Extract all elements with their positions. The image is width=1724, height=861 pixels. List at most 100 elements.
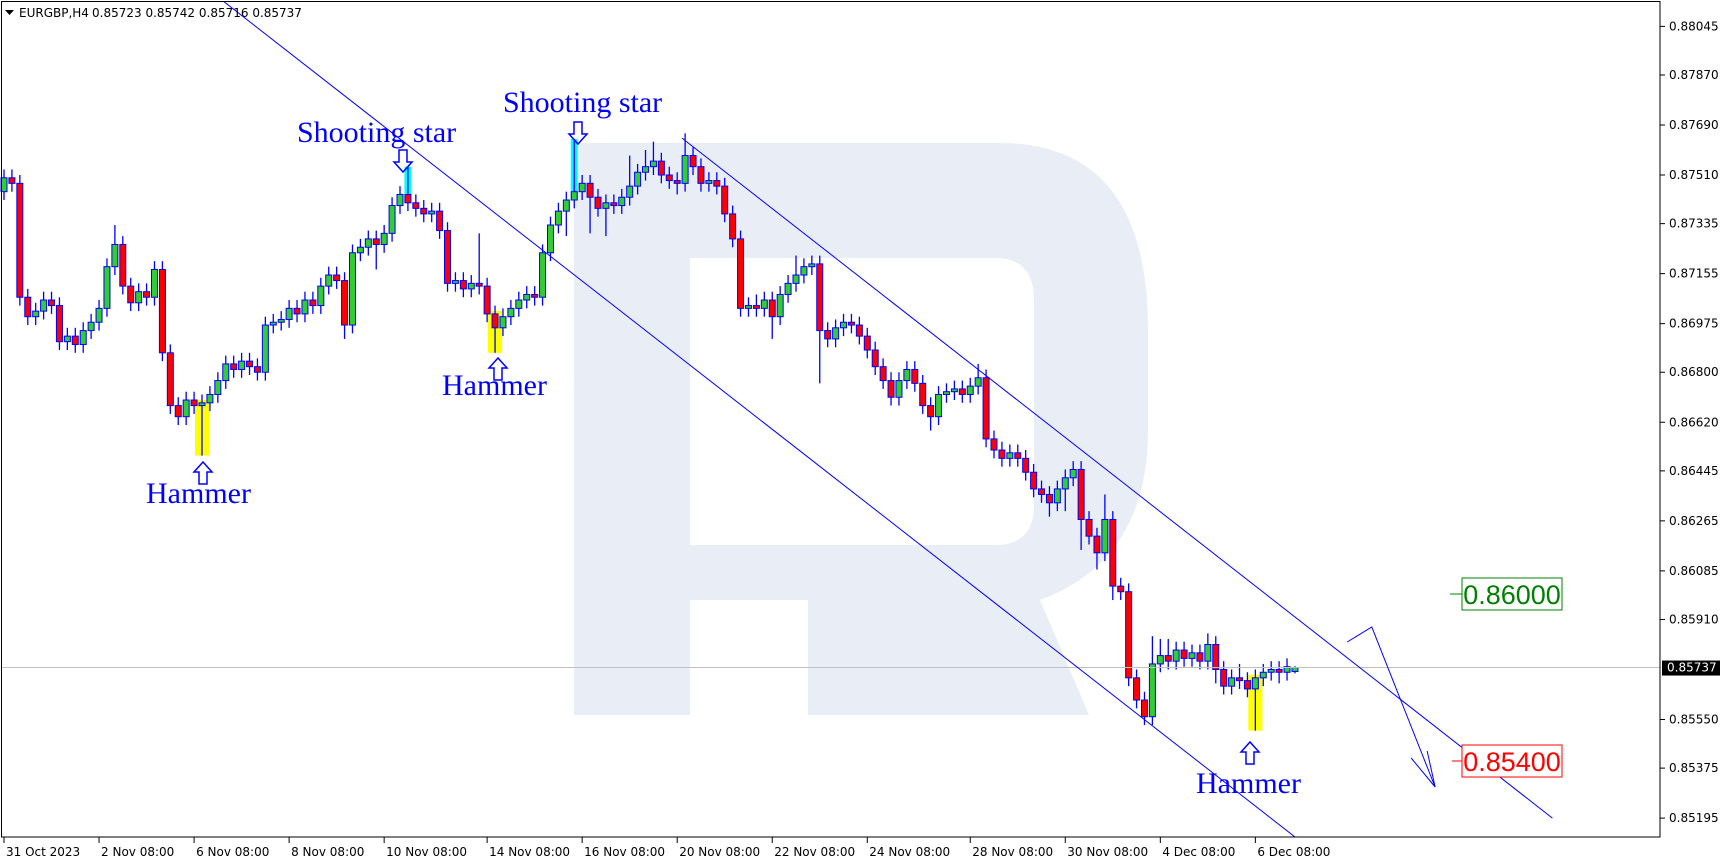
candle-body bbox=[388, 205, 396, 234]
forecast-path-line[interactable] bbox=[1346, 626, 1436, 788]
candle-body bbox=[634, 171, 642, 187]
candle-body bbox=[602, 202, 610, 209]
candle-body bbox=[697, 166, 705, 184]
candle bbox=[847, 313, 855, 334]
candle-body bbox=[48, 299, 56, 307]
channel-lower-line[interactable] bbox=[222, 0, 1296, 837]
candle-body bbox=[642, 166, 650, 173]
triangle-down-icon[interactable] bbox=[5, 10, 14, 15]
candle bbox=[531, 286, 539, 306]
candle bbox=[119, 236, 127, 295]
candle-body bbox=[269, 321, 277, 326]
candle bbox=[396, 186, 404, 214]
candle-body bbox=[546, 224, 554, 254]
candle bbox=[16, 175, 24, 306]
y-tick-label: 0.86975 bbox=[1669, 317, 1719, 331]
candle bbox=[737, 230, 745, 317]
candle bbox=[269, 313, 277, 334]
candle-body bbox=[1267, 668, 1275, 673]
candle-body bbox=[578, 182, 586, 193]
y-tick-label: 0.86620 bbox=[1669, 415, 1719, 429]
candle-body bbox=[1133, 677, 1141, 701]
candle-body bbox=[531, 293, 539, 298]
candle bbox=[1156, 638, 1164, 673]
candle-body bbox=[206, 393, 214, 404]
candle-body bbox=[895, 380, 903, 398]
candle bbox=[911, 361, 919, 392]
candle-body bbox=[562, 199, 570, 212]
candle bbox=[491, 305, 499, 353]
candle-body bbox=[341, 280, 349, 326]
candle bbox=[1267, 661, 1275, 681]
candle-body bbox=[428, 210, 436, 215]
candle bbox=[539, 244, 547, 306]
candle bbox=[143, 283, 151, 306]
candle bbox=[1180, 641, 1188, 667]
candle-body bbox=[356, 246, 364, 254]
candle bbox=[436, 202, 444, 239]
candle-body bbox=[982, 377, 990, 440]
candle-body bbox=[673, 180, 681, 184]
y-tick-label: 0.86085 bbox=[1669, 564, 1719, 578]
candle-body bbox=[24, 296, 32, 318]
candle bbox=[776, 286, 784, 326]
candle bbox=[1117, 577, 1125, 601]
candle-body bbox=[594, 196, 602, 209]
candle-body bbox=[657, 160, 665, 176]
candle bbox=[816, 255, 824, 384]
candle-body bbox=[309, 299, 317, 307]
channel-upper-line[interactable] bbox=[681, 137, 1553, 819]
watermark-logo-icon bbox=[574, 143, 1148, 715]
candle-body bbox=[808, 263, 816, 268]
candle bbox=[554, 202, 562, 234]
candle bbox=[1283, 658, 1291, 681]
candle-body bbox=[792, 274, 800, 284]
candle-body bbox=[1204, 643, 1212, 662]
candle-body bbox=[40, 299, 48, 312]
x-tick-label: 22 Nov 08:00 bbox=[774, 845, 855, 859]
candle-body bbox=[705, 180, 713, 184]
candle bbox=[1030, 463, 1038, 498]
candle bbox=[752, 294, 760, 317]
candle bbox=[55, 297, 63, 351]
time-axis[interactable]: 31 Oct 2023 2 Nov 08:00 6 Nov 08:00 8 Nov 0… bbox=[3, 837, 1330, 859]
candle-body bbox=[689, 155, 697, 168]
candle-body bbox=[1109, 518, 1117, 587]
x-tick-label: 2 Nov 08:00 bbox=[101, 845, 174, 859]
candle-body bbox=[832, 327, 840, 340]
annotation-shooting-star-2: Shooting star bbox=[503, 86, 662, 119]
candle-body bbox=[974, 377, 982, 387]
candle bbox=[79, 322, 87, 353]
candle bbox=[1085, 511, 1093, 545]
candle-body bbox=[729, 213, 737, 240]
candle-body bbox=[1236, 677, 1244, 682]
candle bbox=[1006, 444, 1014, 467]
candle bbox=[1243, 672, 1251, 698]
price-axis[interactable]: 0.88045 0.87870 0.87690 0.87510 0.87335 0.871… bbox=[1660, 19, 1719, 825]
candle bbox=[182, 391, 190, 426]
candle bbox=[942, 383, 950, 403]
candle bbox=[966, 377, 974, 403]
candle-body bbox=[222, 363, 230, 382]
candle bbox=[32, 302, 40, 326]
candle-body bbox=[1156, 655, 1164, 665]
candle bbox=[649, 141, 657, 176]
trendlines[interactable] bbox=[222, 0, 1553, 837]
candle bbox=[261, 316, 269, 381]
candle bbox=[1038, 480, 1046, 503]
annotation-shooting-star-1: Shooting star bbox=[297, 116, 456, 149]
candle-body bbox=[1014, 452, 1022, 459]
candle-body bbox=[404, 193, 412, 204]
candle bbox=[293, 300, 301, 323]
candle bbox=[618, 188, 626, 214]
candle bbox=[444, 222, 452, 292]
candle bbox=[1125, 583, 1133, 687]
candle bbox=[832, 319, 840, 348]
candle bbox=[127, 277, 135, 312]
level-up-label: 0.86000 bbox=[1463, 580, 1561, 610]
candle bbox=[1061, 469, 1069, 512]
candle bbox=[792, 255, 800, 292]
candle-body bbox=[1148, 663, 1156, 718]
candle bbox=[1101, 494, 1109, 562]
